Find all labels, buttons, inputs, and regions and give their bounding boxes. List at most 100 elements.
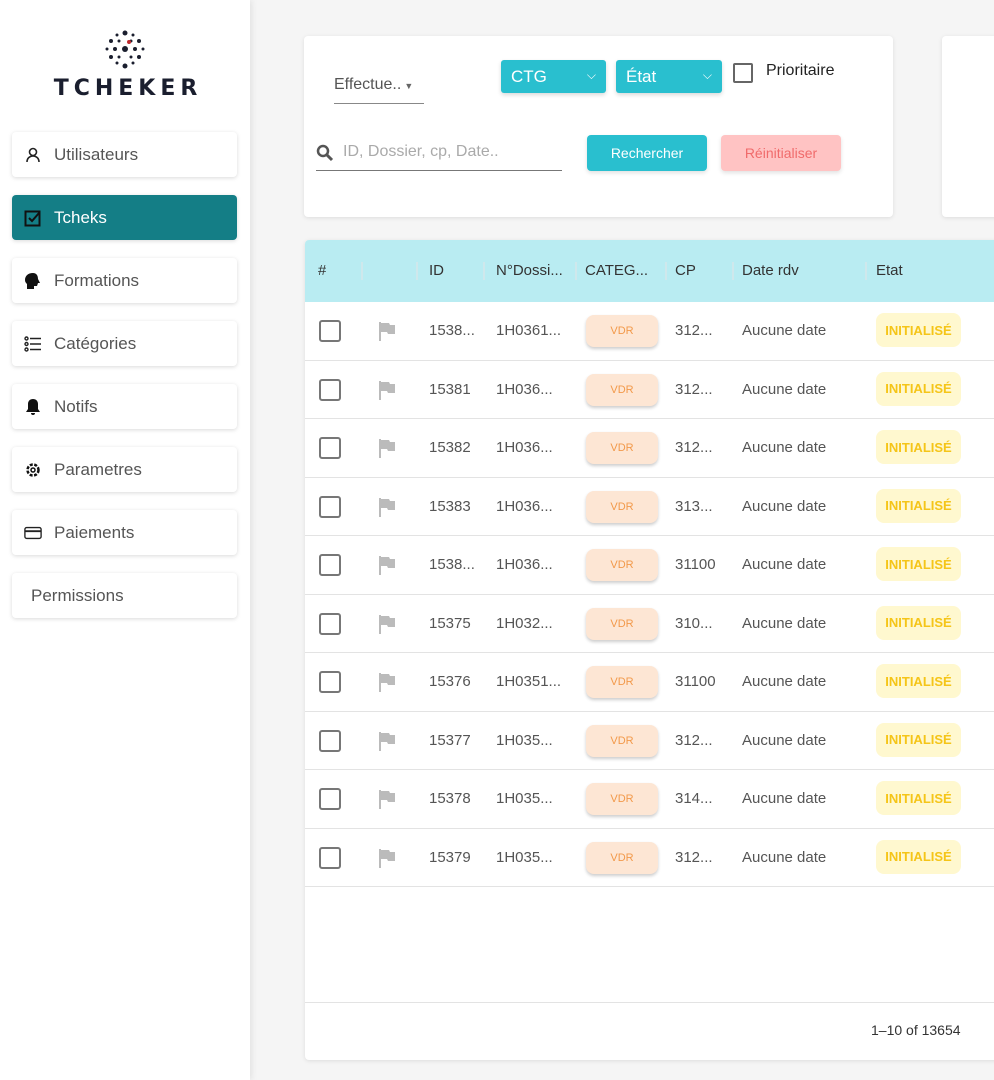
rechercher-button[interactable]: Rechercher <box>587 135 707 171</box>
sidebar-item-label: Utilisateurs <box>54 144 139 164</box>
col-separator <box>483 262 485 280</box>
prioritaire-label: Prioritaire <box>766 62 835 79</box>
table-row[interactable]: 1538... 1H036... VDR 31100 Aucune date I… <box>305 536 994 595</box>
flag-icon[interactable] <box>377 672 397 692</box>
flag-icon[interactable] <box>377 438 397 458</box>
dropdown-arrow-icon: ▼ <box>404 81 414 91</box>
logo: TCHEKER <box>0 30 250 101</box>
category-badge: VDR <box>586 432 658 464</box>
table-row[interactable]: 15381 1H036... VDR 312... Aucune date IN… <box>305 361 994 419</box>
cell-dossier: 1H0351... <box>496 673 562 690</box>
row-checkbox[interactable] <box>319 437 341 459</box>
col-header-dossier[interactable]: N°Dossi... <box>496 262 563 279</box>
col-header-date-rdv[interactable]: Date rdv <box>742 262 799 279</box>
row-checkbox[interactable] <box>319 788 341 810</box>
cell-dossier: 1H036... <box>496 380 553 398</box>
category-badge: VDR <box>586 315 658 347</box>
flag-icon[interactable] <box>377 848 397 868</box>
row-checkbox[interactable] <box>319 378 341 401</box>
row-checkbox[interactable] <box>319 846 341 869</box>
sidebar-item-utilisateurs[interactable]: Utilisateurs <box>12 132 237 177</box>
cell-date-rdv: Aucune date <box>742 731 827 749</box>
table-row[interactable]: 15382 1H036... VDR 312... Aucune date IN… <box>305 419 994 478</box>
sidebar-item-permissions[interactable]: Permissions <box>12 573 237 618</box>
flag-icon[interactable] <box>377 731 397 751</box>
category-badge: VDR <box>586 841 658 874</box>
status-badge: INITIALISÉ <box>876 371 961 406</box>
reinitialiser-button[interactable]: Réinitialiser <box>721 135 841 171</box>
row-checkbox[interactable] <box>319 612 341 635</box>
cell-dossier: 1H032... <box>496 614 553 632</box>
cell-cp: 314... <box>675 790 713 807</box>
sidebar-item-formations[interactable]: Formations <box>12 258 237 303</box>
category-badge: VDR <box>586 607 658 640</box>
col-header-etat[interactable]: Etat <box>876 262 903 279</box>
cell-dossier: 1H036... <box>496 556 553 573</box>
category-badge: VDR <box>586 490 658 523</box>
cell-dossier: 1H036... <box>496 439 553 456</box>
cell-dossier: 1H0361... <box>496 322 562 339</box>
cell-cp: 31100 <box>675 556 716 573</box>
flag-icon[interactable] <box>377 497 397 517</box>
table-row[interactable]: 15376 1H0351... VDR 31100 Aucune date IN… <box>305 653 994 712</box>
cell-cp: 312... <box>675 848 713 866</box>
cell-id: 15381 <box>429 380 471 398</box>
status-badge: INITIALISÉ <box>876 430 961 464</box>
table-row[interactable]: 15377 1H035... VDR 312... Aucune date IN… <box>305 712 994 770</box>
sidebar-item-label: Paiements <box>54 522 135 542</box>
row-checkbox[interactable] <box>319 495 341 518</box>
flag-icon[interactable] <box>377 789 397 809</box>
cell-id: 15379 <box>429 848 471 866</box>
status-badge: INITIALISÉ <box>876 313 961 347</box>
sidebar-item-parametres[interactable]: Parametres <box>12 447 237 492</box>
sidebar-item-notifs[interactable]: Notifs <box>12 384 237 429</box>
table-row[interactable]: 15379 1H035... VDR 312... Aucune date IN… <box>305 829 994 887</box>
cell-id: 15375 <box>429 614 471 632</box>
cell-id: 15376 <box>429 673 471 690</box>
sidebar-item-label: Notifs <box>54 396 98 416</box>
cell-dossier: 1H035... <box>496 848 553 866</box>
col-header-categorie[interactable]: CATEG... <box>585 262 649 279</box>
prioritaire-checkbox[interactable] <box>733 63 753 83</box>
flag-icon[interactable] <box>377 321 397 341</box>
credit-card-icon <box>24 524 42 542</box>
status-badge: INITIALISÉ <box>876 488 961 523</box>
row-checkbox[interactable] <box>319 671 341 693</box>
sidebar-item-label: Tcheks <box>54 207 107 227</box>
table-row[interactable]: 1538... 1H0361... VDR 312... Aucune date… <box>305 302 994 361</box>
category-badge: VDR <box>586 783 658 815</box>
row-checkbox[interactable] <box>319 320 341 342</box>
cell-date-rdv: Aucune date <box>742 673 827 690</box>
table-row[interactable]: 15375 1H032... VDR 310... Aucune date IN… <box>305 595 994 653</box>
col-header-id[interactable]: ID <box>429 262 444 279</box>
status-badge: INITIALISÉ <box>876 839 961 874</box>
row-checkbox[interactable] <box>319 729 341 752</box>
cell-date-rdv: Aucune date <box>742 322 827 339</box>
brand-name: TCHEKER <box>53 76 203 101</box>
effectue-select[interactable]: Effectue.. ▼ <box>334 76 424 104</box>
etat-select[interactable]: État ⌵ <box>616 60 722 93</box>
sidebar-item-label: Catégories <box>54 333 137 353</box>
col-header-cp[interactable]: CP <box>675 262 696 279</box>
side-card <box>942 36 994 217</box>
cell-cp: 313... <box>675 497 713 515</box>
sidebar-item-label: Parametres <box>54 459 142 479</box>
list-icon <box>24 335 42 353</box>
col-separator <box>361 262 363 280</box>
table-row[interactable]: 15383 1H036... VDR 313... Aucune date IN… <box>305 478 994 536</box>
flag-icon[interactable] <box>377 555 397 575</box>
flag-icon[interactable] <box>377 614 397 634</box>
row-checkbox[interactable] <box>319 554 341 576</box>
sidebar-item-categories[interactable]: Catégories <box>12 321 237 366</box>
filter-card: Effectue.. ▼ CTG ⌵ État ⌵ Prioritaire ID, D… <box>304 36 893 217</box>
sidebar-item-paiements[interactable]: Paiements <box>12 510 237 555</box>
table-row[interactable]: 15378 1H035... VDR 314... Aucune date IN… <box>305 770 994 829</box>
cell-date-rdv: Aucune date <box>742 556 827 573</box>
search-input[interactable]: ID, Dossier, cp, Date.. <box>316 138 562 171</box>
flag-icon[interactable] <box>377 380 397 400</box>
ctg-select[interactable]: CTG ⌵ <box>501 60 606 93</box>
sidebar-item-tcheks[interactable]: Tcheks <box>12 195 237 240</box>
search-placeholder: ID, Dossier, cp, Date.. <box>343 143 499 160</box>
col-separator <box>575 262 577 280</box>
cell-id: 15377 <box>429 731 471 749</box>
